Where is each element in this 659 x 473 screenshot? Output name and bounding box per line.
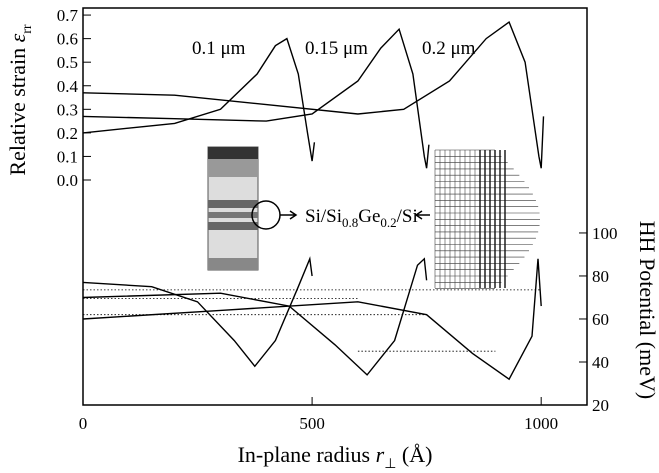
curve [82,256,313,368]
inset-label: Si/Si0.8Ge0.2/Si [305,206,418,230]
y-label-part: ε [5,33,30,42]
inset-label-part: /Si [397,206,418,227]
plot-frame [82,7,588,406]
y2-tick-label: 80 [592,267,609,286]
y2-tick-label: 20 [592,396,609,415]
inset-mesh [434,149,540,289]
y-label-part: Relative strain [5,42,30,175]
y-tick-label: 0.4 [57,77,79,96]
inset-label-part: Si/Si [305,206,342,227]
inset-stack [207,146,430,271]
x-label-sub: ⊥ [384,457,396,472]
y-label-sub: rr [20,24,35,34]
y2-tick-label: 100 [592,224,618,243]
y-tick-label: 0.3 [57,100,78,119]
y-axis-label: Relative strain εrr [5,24,35,176]
x-tick-label: 1000 [524,414,558,433]
curve [82,37,316,162]
inset-label-sub: 0.2 [380,215,396,230]
y2-axis-label: HH Potential (meV) [635,221,659,399]
curve [82,258,542,381]
x-tick-label: 500 [299,414,325,433]
annotation: 0.1 μm [192,38,246,59]
y-tick-label: 0.1 [57,147,78,166]
inset-label-part: Ge [358,206,380,227]
curve [82,257,428,376]
annotation: 0.15 μm [305,38,368,59]
curve [82,27,430,169]
x-axis-label: In-plane radius r⊥ (Å) [238,442,433,472]
y2-tick-label: 40 [592,353,609,372]
y-tick-label: 0.5 [57,53,78,72]
curve [82,21,545,169]
y-tick-label: 0.0 [57,171,78,190]
y-tick-label: 0.6 [57,30,78,49]
x-label-part: r [376,442,385,467]
annotation: 0.2 μm [422,38,476,59]
y-tick-label: 0.2 [57,124,78,143]
inset-label-sub: 0.8 [342,215,358,230]
y2-tick-label: 60 [592,310,609,329]
y-tick-label: 0.7 [57,6,79,25]
x-label-part: In-plane radius [238,442,376,467]
x-tick-label: 0 [79,414,88,433]
x-label-part: (Å) [396,442,432,467]
